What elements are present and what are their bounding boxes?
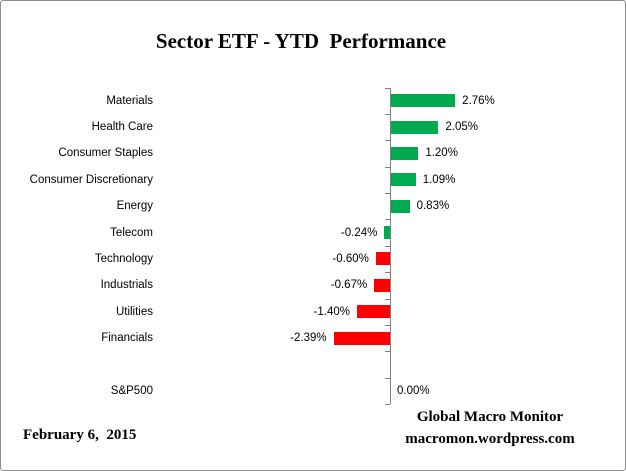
bar-telecom [384,226,390,240]
value-label-s-p500: 0.00% [397,384,430,397]
bar-health-care [390,120,439,134]
category-label-technology: Technology [94,252,153,265]
bar-utilities [356,305,390,319]
category-label-telecom: Telecom [110,226,153,239]
category-label-s-p500: S&P500 [110,384,153,397]
bar-industrials [374,278,390,292]
axis-tick [385,272,390,274]
bar-consumer-discretionary [390,173,416,187]
source-name: Global Macro Monitor [416,409,564,425]
category-label-consumer-discretionary: Consumer Discretionary [29,173,153,186]
category-label-health-care: Health Care [91,121,153,134]
axis-tick [385,219,390,221]
bar-consumer-staples [390,146,419,160]
value-label-financials: -2.39% [290,332,327,345]
value-label-technology: -0.60% [332,252,369,265]
axis-tick [385,87,390,89]
axis-tick [385,193,390,194]
bar-financials [333,331,390,345]
source-url: macromon.wordpress.com [405,431,575,447]
axis-tick [385,404,390,405]
category-label-consumer-staples: Consumer Staples [58,147,153,160]
value-label-industrials: -0.67% [330,279,368,292]
value-label-consumer-discretionary: 1.09% [422,173,456,186]
category-label-materials: Materials [106,94,153,107]
value-label-utilities: -1.40% [313,305,350,318]
category-label-industrials: Industrials [100,279,153,292]
category-axis [390,87,391,404]
value-label-materials: 2.76% [462,94,495,107]
value-label-energy: 0.83% [416,200,450,213]
axis-tick [385,113,390,115]
category-label-energy: Energy [116,200,153,213]
bar-technology [375,252,390,266]
bar-energy [390,199,410,213]
bar-materials [390,94,456,108]
axis-tick [385,166,390,168]
value-label-health-care: 2.05% [445,121,478,134]
value-label-consumer-staples: 1.20% [425,147,458,160]
axis-tick [385,351,390,353]
value-label-telecom: -0.24% [340,226,378,239]
axis-tick [385,140,390,142]
axis-tick [385,245,390,247]
footer-date: February 6, 2015 [23,427,137,443]
axis-tick [385,377,390,379]
category-label-financials: Financials [101,332,153,345]
footer-source: Global Macro Monitor macromon.wordpress.… [380,406,600,450]
axis-tick [385,298,390,300]
chart-title: Sector ETF - YTD Performance [155,29,447,53]
category-label-utilities: Utilities [115,305,153,318]
axis-tick [385,324,390,326]
